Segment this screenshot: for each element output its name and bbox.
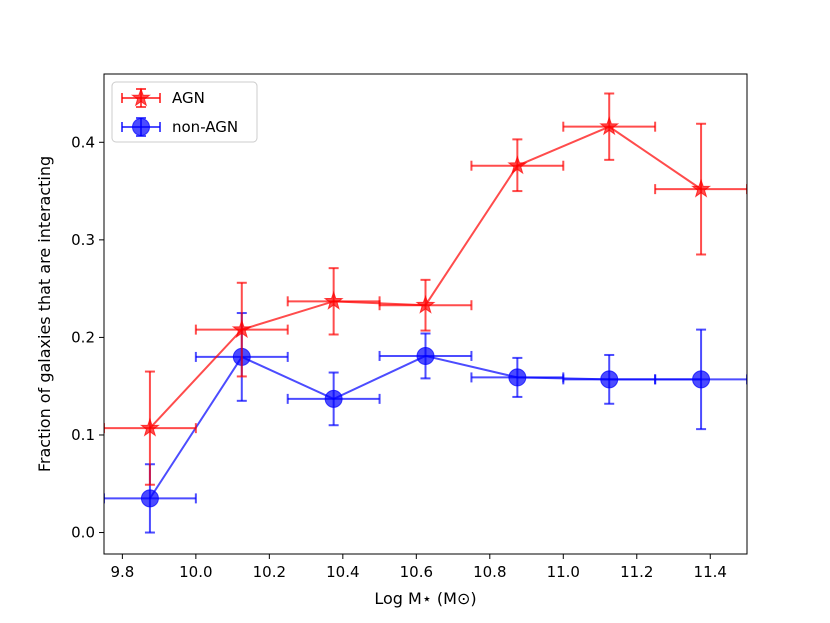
x-tick-label: 11.2 [620,563,653,581]
data-point-agn [507,155,528,175]
data-point-agn [231,319,252,339]
x-tick-label: 11.4 [694,563,727,581]
legend-marker-agn [130,87,152,107]
legend-label-agn: AGN [172,89,205,107]
data-point-non-agn [692,370,711,389]
y-tick-label: 0.1 [71,426,95,444]
series-agn [104,92,747,486]
data-point-non-agn [508,368,527,387]
y-ticks: 0.0 0.1 0.2 0.3 0.4 [71,133,104,542]
axes-frame [103,73,748,555]
y-axis-label: Fraction of galaxies that are interactin… [35,156,54,472]
x-axis-label: Log M⋆ (M⊙) [374,589,476,608]
data-point-non-agn [324,389,343,408]
x-tick-label: 11.0 [547,563,580,581]
y-tick-label: 0.2 [71,328,95,346]
legend-label-non-agn: non-AGN [172,118,238,136]
data-point-agn [599,116,620,136]
y-tick-label: 0.0 [71,524,95,542]
data-point-non-agn [140,489,159,508]
x-tick-label: 10.0 [179,563,212,581]
data-point-non-agn [416,346,435,365]
x-tick-label: 10.2 [253,563,286,581]
data-point-non-agn [600,370,619,389]
legend-entry-agn [121,87,161,108]
x-tick-label: 10.8 [473,563,506,581]
legend: AGN non-AGN [111,81,258,143]
legend-entry-non-agn [121,117,161,137]
data-point-agn [691,178,712,198]
x-tick-label: 10.6 [400,563,433,581]
y-tick-label: 0.3 [71,231,95,249]
x-tick-label: 10.4 [326,563,359,581]
legend-marker-non-agn [132,118,150,136]
x-tick-label: 9.8 [110,563,134,581]
y-tick-label: 0.4 [71,133,95,151]
data-point-agn [139,417,160,437]
data-point-agn [323,290,344,310]
x-ticks: 9.8 10.0 10.2 10.4 10.6 10.8 11.0 11.2 11.4 [110,554,727,581]
data-point-agn [415,294,436,314]
series-layer [104,92,747,534]
legend-handle [121,117,161,137]
